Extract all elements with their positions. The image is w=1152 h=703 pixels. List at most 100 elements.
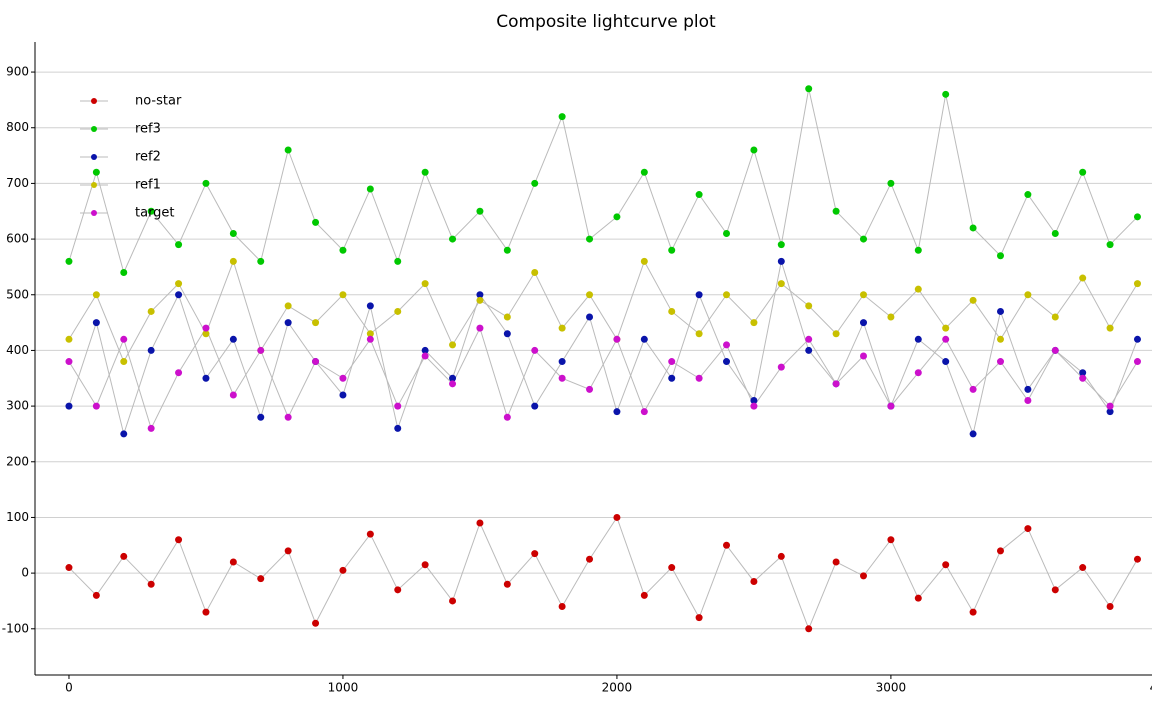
legend-marker [91,154,97,160]
data-point [120,552,128,560]
y-tick-label: 100 [6,510,29,524]
data-point [1024,291,1032,299]
data-point [914,594,922,602]
y-tick-label: 800 [6,120,29,134]
data-point [65,402,73,410]
data-point [1106,324,1114,332]
data-point [531,346,539,354]
data-point [120,358,128,366]
data-point [1079,564,1087,572]
data-point [914,246,922,254]
data-point [805,302,813,310]
data-point [476,324,484,332]
data-point [202,179,210,187]
data-point [366,330,374,338]
data-point [92,291,100,299]
data-point [1106,408,1114,416]
data-point [284,302,292,310]
chart-title: Composite lightcurve plot [496,12,716,32]
data-point [531,179,539,187]
data-point [202,324,210,332]
data-point [640,591,648,599]
data-point [421,346,429,354]
data-point [229,257,237,265]
data-point [942,335,950,343]
data-point [969,385,977,393]
data-point [860,291,868,299]
data-point [832,207,840,215]
data-point [887,402,895,410]
data-point [613,513,621,521]
y-tick-label: -100 [2,621,29,635]
data-point [147,207,155,215]
data-point [969,430,977,438]
data-point [723,358,731,366]
data-point [613,335,621,343]
data-point [312,319,320,327]
data-point [942,561,950,569]
data-point [695,330,703,338]
data-point [860,235,868,243]
data-point [175,536,183,544]
data-point [339,374,347,382]
data-point [120,430,128,438]
data-point [312,358,320,366]
data-point [1133,358,1141,366]
data-point [531,550,539,558]
data-point [558,324,566,332]
data-point [558,603,566,611]
x-tick-label: 3000 [876,681,907,695]
data-point [640,168,648,176]
data-point [887,536,895,544]
data-point [175,280,183,288]
data-point [476,207,484,215]
data-point [229,335,237,343]
data-point [229,558,237,566]
data-point [558,358,566,366]
data-point [613,213,621,221]
data-point [202,608,210,616]
data-point [175,241,183,249]
data-point [531,268,539,276]
data-point [257,413,265,421]
data-point [366,185,374,193]
data-point [750,397,758,405]
data-point [750,577,758,585]
data-point [421,168,429,176]
data-point [449,380,457,388]
data-point [860,572,868,580]
data-point [1024,385,1032,393]
data-point [175,369,183,377]
legend-label: ref3 [135,122,161,137]
data-point [860,352,868,360]
data-point [1106,402,1114,410]
data-point [887,313,895,321]
data-point [92,168,100,176]
data-point [558,374,566,382]
data-point [339,391,347,399]
series-line [68,88,1138,274]
y-tick-label: 200 [6,454,29,468]
data-point [476,296,484,304]
data-point [914,335,922,343]
data-point [996,547,1004,555]
data-point [695,374,703,382]
data-point [394,586,402,594]
data-point [914,369,922,377]
data-point [942,324,950,332]
y-tick-label: 500 [6,287,29,301]
data-point [202,330,210,338]
data-point [476,519,484,527]
data-point [805,85,813,93]
data-point [1024,191,1032,199]
data-point [366,530,374,538]
data-point [1051,230,1059,238]
x-tick-label: 4000 [1150,681,1152,695]
data-point [366,302,374,310]
data-point [449,341,457,349]
data-point [723,341,731,349]
data-point [394,307,402,315]
data-point [92,591,100,599]
data-point [531,402,539,410]
